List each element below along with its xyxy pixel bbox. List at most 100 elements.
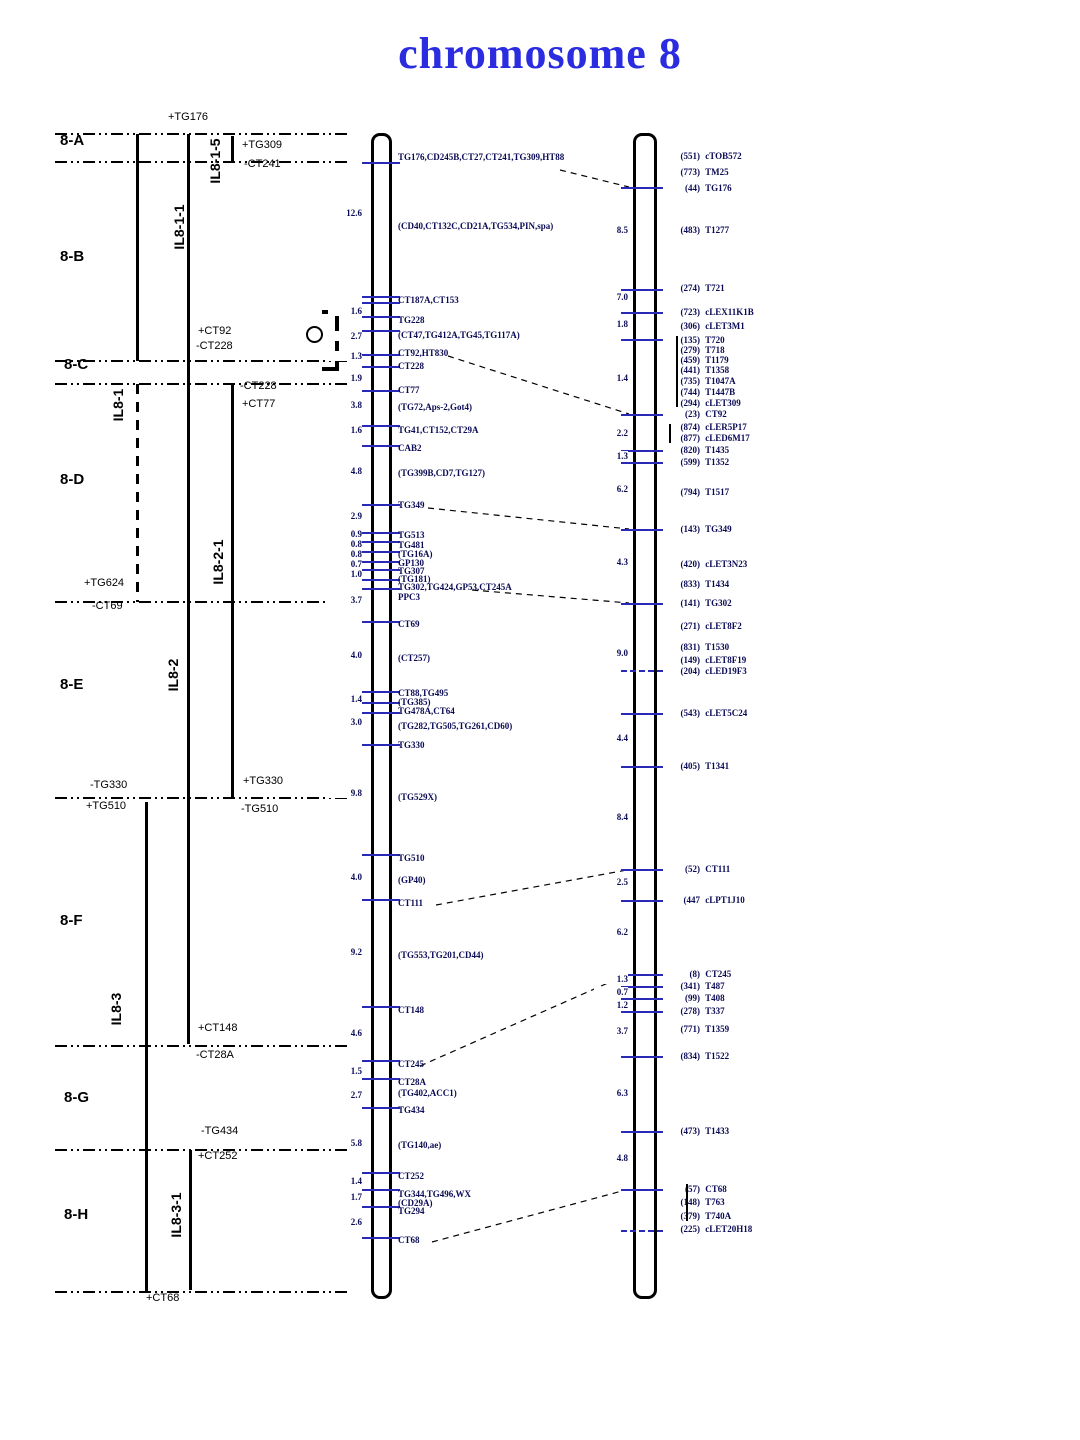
mid-marker-tick	[362, 1107, 400, 1109]
mid-cm-value: 0.7	[328, 559, 362, 569]
mid-cm-value: 2.7	[328, 1090, 362, 1100]
mid-marker-label: TG349	[398, 500, 425, 510]
mid-cm-value: 9.8	[328, 788, 362, 798]
right-marker-tick	[621, 289, 663, 291]
boundary-marker-label: +CT92	[198, 325, 232, 337]
boundary-marker-label: +TG624	[84, 577, 125, 589]
mid-marker-tick	[362, 744, 400, 746]
mid-marker-tick	[362, 354, 400, 356]
region-label: 8-F	[60, 912, 83, 929]
mid-marker-tick	[362, 445, 400, 447]
right-marker-label: (271) cLET8F2	[664, 621, 742, 631]
right-marker-tick	[621, 900, 663, 902]
mid-marker-label: TG228	[398, 315, 425, 325]
right-cm-value: 6.2	[594, 927, 628, 937]
mid-marker-label: (TG282,TG505,TG261,CD60)	[398, 721, 513, 731]
right-marker-name: T1179	[703, 355, 729, 365]
right-marker-label: (441) T1358	[664, 365, 730, 375]
right-cm-value: 2.5	[594, 877, 628, 887]
right-marker-tick	[621, 766, 663, 768]
right-marker-number: (57)	[685, 1184, 700, 1194]
right-marker-tick-dashed	[621, 670, 663, 672]
boundary-marker-label: -CT28A	[196, 1049, 234, 1061]
mid-marker-label: CT228	[398, 361, 425, 371]
right-cm-value: 4.4	[594, 733, 628, 743]
right-cm-value: 2.2	[594, 428, 628, 438]
mid-marker-label: (TG553,TG201,CD44)	[398, 950, 484, 960]
mid-cm-value: 1.7	[328, 1192, 362, 1202]
right-cm-value: 0.7	[594, 987, 628, 997]
right-marker-number: (204)	[680, 666, 701, 676]
bin-boundary-line	[55, 161, 350, 163]
right-marker-name: cLED19F3	[703, 666, 747, 676]
right-marker-name: cLEX11K1B	[703, 307, 754, 317]
mid-cm-value: 4.6	[328, 1028, 362, 1038]
right-marker-number: (274)	[680, 283, 701, 293]
mid-marker-tick	[362, 561, 400, 563]
right-cm-value: 4.3	[594, 557, 628, 567]
region-label: 8-E	[60, 676, 84, 693]
right-marker-number: (8)	[689, 969, 701, 979]
mid-marker-label: CT245	[398, 1059, 425, 1069]
mid-marker-label: (TG140,ae)	[398, 1140, 442, 1150]
homolog-connector-line	[559, 169, 630, 188]
il8-2-1-line	[231, 384, 234, 798]
mid-cm-value: 1.9	[328, 373, 362, 383]
mid-marker-label: CT68	[398, 1235, 420, 1245]
bin-boundary-line	[55, 1149, 350, 1151]
right-marker-label: (735) T1047A	[664, 376, 736, 386]
boundary-marker-label: -TG434	[201, 1125, 239, 1137]
mid-cm-value: 1.6	[328, 425, 362, 435]
right-marker-name: CT111	[703, 864, 731, 874]
page-title: chromosome 8	[398, 29, 682, 78]
right-marker-label: (483) T1277	[664, 225, 730, 235]
mid-cm-value: 4.0	[328, 872, 362, 882]
right-marker-name: T718	[703, 345, 725, 355]
right-cm-value: 1.3	[594, 974, 628, 984]
right-cm-value: 7.0	[594, 292, 628, 302]
mid-marker-tick	[362, 366, 400, 368]
right-marker-label: (420) cLET3N23	[664, 559, 748, 569]
bin-boundary-line	[55, 360, 350, 362]
boundary-marker-label: -TG510	[241, 803, 279, 815]
right-marker-label: (459) T1179	[664, 355, 729, 365]
mid-marker-label: (TG16A)	[398, 549, 433, 559]
mid-marker-label: (CD40,CT132C,CD21A,TG534,PIN,spa)	[398, 221, 554, 231]
mid-marker-label: TG481	[398, 540, 425, 550]
mid-cm-value: 0.9	[328, 529, 362, 539]
right-marker-number: (420)	[680, 559, 701, 569]
region-label: 8-G	[64, 1089, 90, 1106]
right-marker-label: (8) CT245	[664, 969, 732, 979]
right-marker-number: (473)	[680, 1126, 701, 1136]
right-marker-number: (771)	[680, 1024, 701, 1034]
mid-marker-tick	[362, 551, 400, 553]
mid-marker-label: CAB2	[398, 443, 422, 453]
right-marker-label: (204) cLED19F3	[664, 666, 747, 676]
right-marker-name: TG176	[703, 183, 732, 193]
right-cm-value: 6.3	[594, 1088, 628, 1098]
boundary-marker-label: +CT68	[146, 1292, 180, 1304]
centromere-circle	[306, 326, 323, 343]
right-marker-label: (141) TG302	[664, 598, 732, 608]
right-marker-label: (473) T1433	[664, 1126, 730, 1136]
right-marker-name: T763	[703, 1197, 725, 1207]
mid-marker-tick	[362, 579, 400, 581]
right-marker-label: (831) T1530	[664, 642, 730, 652]
right-cm-value: 6.2	[594, 484, 628, 494]
mid-marker-label: CT28A	[398, 1077, 427, 1087]
right-marker-label: (23) CT92	[664, 409, 727, 419]
right-marker-number: (306)	[680, 321, 701, 331]
mid-cm-value: 2.9	[328, 511, 362, 521]
right-marker-number: (599)	[680, 457, 701, 467]
right-marker-number: (141)	[680, 598, 701, 608]
boundary-marker-label: -TG330	[90, 779, 128, 791]
right-marker-label: (874) cLER5P17	[664, 422, 747, 432]
right-marker-name: T1433	[703, 1126, 730, 1136]
right-marker-label: (820) T1435	[664, 445, 730, 455]
region-label: 8-B	[60, 248, 85, 265]
right-marker-number: (834)	[680, 1051, 701, 1061]
il-label: IL8-3-1	[168, 1192, 184, 1238]
il8-3-line	[145, 802, 148, 1292]
boundary-marker-label: +TG510	[86, 800, 127, 812]
